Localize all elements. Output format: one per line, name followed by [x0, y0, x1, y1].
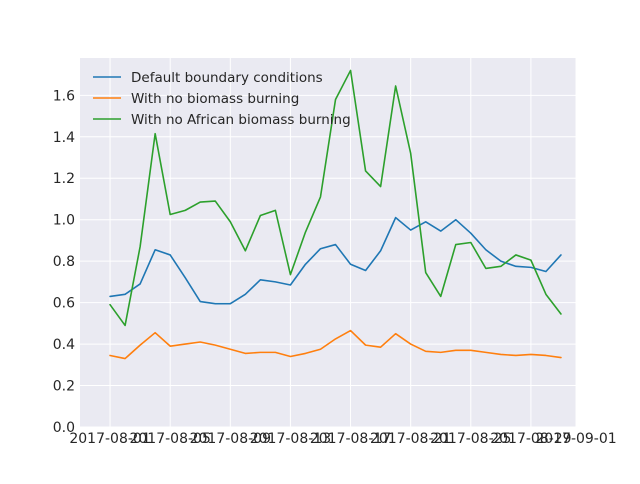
y-tick-label: 0.8	[53, 254, 75, 270]
x-tick-label: 2017-09-01	[535, 431, 616, 447]
y-tick-label: 1.6	[53, 88, 75, 104]
legend-label: Default boundary conditions	[131, 70, 323, 86]
y-tick-label: 1.2	[53, 171, 75, 187]
x-tick-label: 2017-08-01	[69, 431, 150, 447]
x-tick-label: 2017-08-21	[370, 431, 451, 447]
x-tick-label: 2017-08-13	[250, 431, 331, 447]
x-tick-label: 2017-08-25	[430, 431, 511, 447]
legend: Default boundary conditions With no bioma…	[93, 70, 351, 128]
y-tick-label: 1.4	[53, 130, 75, 146]
series-line-3	[109, 69, 562, 327]
plot-background	[80, 58, 576, 427]
series-line-2	[109, 329, 562, 360]
legend-label: With no African biomass burning	[131, 112, 351, 128]
legend-label: With no biomass burning	[131, 91, 299, 107]
y-tick-label: 0.4	[53, 337, 75, 353]
y-axis-ticks: 0.0 0.2 0.4 0.6 0.8 1.0 1.2 1.4 1.6	[53, 88, 75, 436]
y-tick-label: 0.2	[53, 379, 75, 395]
y-tick-label: 0.6	[53, 296, 75, 312]
series-line-1	[109, 216, 562, 305]
x-axis-ticks: 2017-08-012017-08-052017-08-092017-08-13…	[69, 431, 616, 447]
x-tick-label: 2017-08-29	[490, 431, 571, 447]
y-tick-label: 1.0	[53, 213, 75, 229]
x-tick-label: 2017-08-05	[129, 431, 210, 447]
x-tick-label: 2017-08-09	[190, 431, 271, 447]
y-tick-label: 0.0	[53, 420, 75, 436]
series-layer	[109, 69, 562, 360]
x-tick-label: 2017-08-17	[310, 431, 391, 447]
